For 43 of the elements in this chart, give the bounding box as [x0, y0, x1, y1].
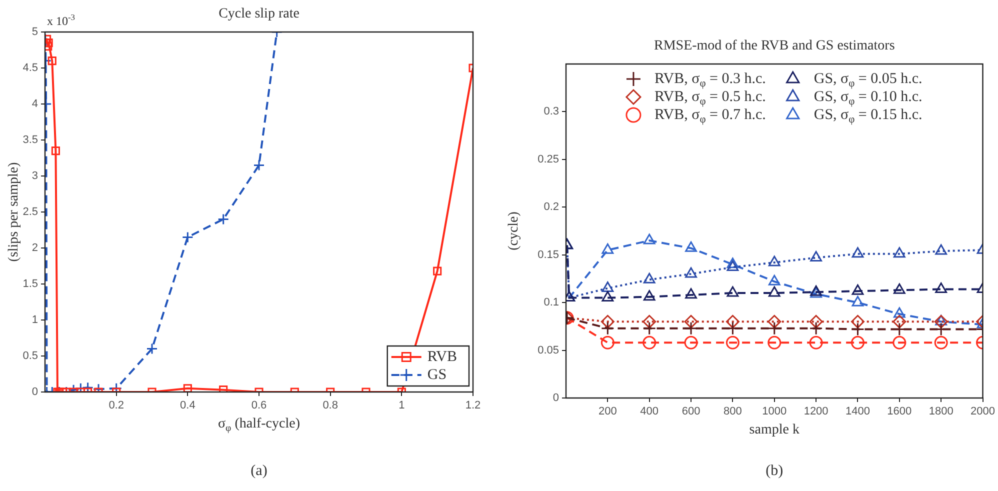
x-tick-label: 400: [640, 406, 659, 418]
x-tick-label: 0.6: [251, 400, 267, 412]
y-tick-label: 1: [32, 314, 38, 326]
y-tick-label: 0.1: [544, 296, 559, 309]
y-tick-label: 0.25: [538, 153, 559, 166]
legend-label: GS: [427, 366, 447, 383]
x-tick-label: 1200: [804, 406, 828, 418]
text: (a): [250, 462, 268, 479]
x-tick-label: 1000: [762, 406, 787, 418]
x-axis-title: sample k: [749, 422, 800, 438]
x-tick-label: 1600: [887, 406, 912, 418]
y-axis-title: (slips per sample): [6, 162, 22, 262]
text: (b): [766, 462, 784, 479]
x-tick-label: 200: [598, 406, 617, 418]
legend-label: RVB: [427, 348, 458, 365]
y-tick-label: 0.15: [538, 248, 559, 261]
y-tick-label: 0.05: [538, 344, 559, 356]
x-tick-label: 0.4: [180, 400, 196, 412]
y-tick-label: 0.2: [544, 201, 559, 214]
x-tick-label: 600: [682, 406, 700, 418]
y-tick-label: 0.5: [22, 350, 38, 362]
y-tick-label: 0: [552, 392, 559, 404]
x-tick-label: 0.2: [108, 400, 124, 412]
y-tick-label: 1.5: [22, 278, 38, 290]
y-tick-label: 3: [32, 170, 38, 182]
y-tick-label: 2: [32, 242, 38, 254]
y-tick-label: 4: [32, 98, 38, 110]
y-tick-label: 0.3: [544, 106, 559, 118]
y-tick-label: 4.5: [22, 62, 38, 74]
y-tick-label: 2.5: [22, 206, 38, 218]
x-tick-label: 0.8: [322, 400, 338, 412]
y-tick-label: 3.5: [22, 134, 38, 146]
x-tick-label: 1800: [928, 406, 954, 418]
x-tick-label: 1: [398, 400, 405, 412]
y-tick-label: 0: [32, 386, 38, 398]
y-tick-label: 5: [32, 26, 38, 38]
x-tick-label: 800: [724, 406, 742, 418]
x-tick-label: 1400: [845, 406, 870, 418]
y-axis-title: (cycle): [506, 211, 522, 250]
chart-title: RMSE-mod of the RVB and GS estimators: [654, 38, 895, 54]
x-tick-label: 2000: [970, 406, 996, 418]
chart-title: Cycle slip rate: [218, 6, 300, 22]
x-tick-label: 1.2: [465, 400, 481, 412]
